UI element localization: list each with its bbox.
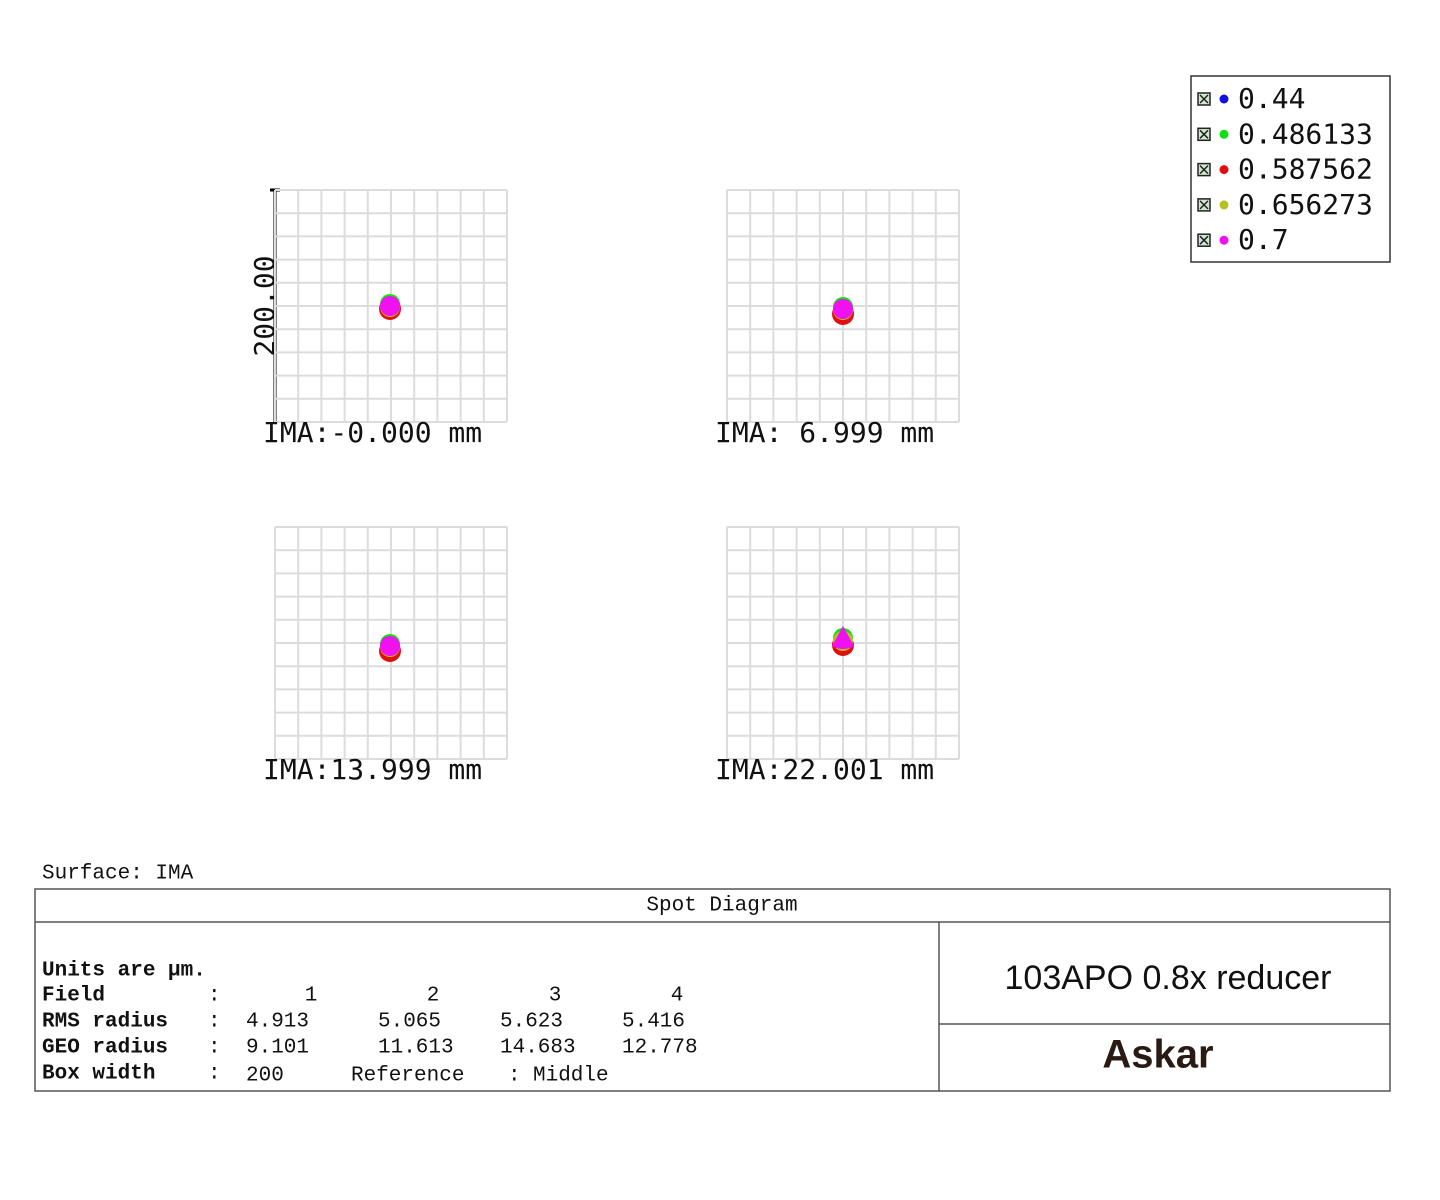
legend-label: 0.44 [1238,82,1305,115]
row-separator: : [208,1037,221,1060]
row-separator: : [208,1063,221,1086]
spot [833,299,853,319]
row-label: GEO radius [42,1037,168,1060]
row-value: 14.683 [500,1037,576,1060]
surface-label: Surface: IMA [42,863,194,886]
row-value: 9.101 [246,1037,309,1060]
row-value: 5.623 [500,1011,563,1034]
row-value: 1 [305,985,318,1008]
row-value: 2 [427,985,440,1008]
legend-label: 0.656273 [1238,188,1373,221]
row-value: 3 [549,985,562,1008]
panel-label: IMA:-0.000 mm [263,416,482,449]
reference-value: Middle [533,1065,609,1088]
legend-label: 0.7 [1238,223,1289,256]
legend-label: 0.486133 [1238,117,1373,150]
row-separator: : [508,1065,521,1088]
legend-dot [1219,235,1229,245]
panel-label: IMA:22.001 mm [715,753,934,786]
legend-check [1199,235,1209,245]
reference-label: Reference [351,1065,464,1088]
row-value: 5.416 [622,1011,685,1034]
row-value: 5.065 [378,1011,441,1034]
panel-label: IMA:13.999 mm [263,753,482,786]
row-separator: : [208,1011,221,1034]
table-title: Spot Diagram [646,895,797,918]
spot [380,636,400,656]
legend-check [1199,129,1209,139]
legend-check [1199,94,1209,104]
legend-dot [1219,200,1229,210]
row-value: 4 [671,985,684,1008]
info-table [34,888,1391,1092]
spot [380,296,400,316]
row-value: 200 [246,1065,284,1088]
units-note: Units are µm. [42,960,206,983]
row-value: 11.613 [378,1037,454,1060]
product-title: 103APO 0.8x reducer [1005,959,1332,997]
legend-dot [1219,165,1229,175]
spot [832,626,854,649]
legend-check [1199,165,1209,175]
legend-dot [1219,129,1229,139]
row-label: Field [42,985,105,1008]
row-separator: : [208,985,221,1008]
row-value: 4.913 [246,1011,309,1034]
row-value: 12.778 [622,1037,698,1060]
legend-label: 0.587562 [1238,153,1373,186]
legend-check [1199,200,1209,210]
brand-logo: Askar [1102,1033,1213,1077]
row-label: Box width [42,1063,155,1086]
legend-dot [1219,94,1229,104]
row-label: RMS radius [42,1011,168,1034]
panel-label: IMA: 6.999 mm [715,416,934,449]
